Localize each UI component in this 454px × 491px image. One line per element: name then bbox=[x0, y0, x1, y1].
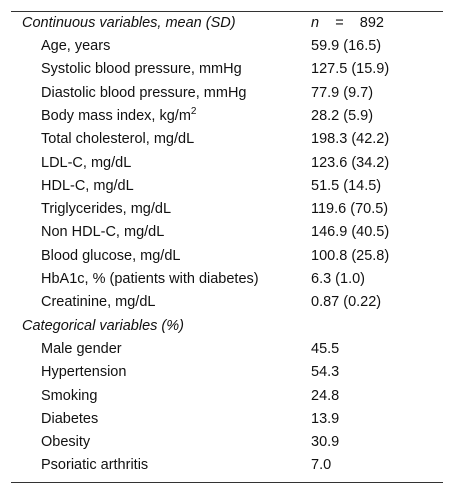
row-label-cell: Psoriatic arthritis bbox=[41, 454, 148, 477]
row-value: 119.6 (70.5) bbox=[311, 201, 389, 218]
row-value: 146.9 (40.5) bbox=[311, 224, 390, 241]
row-label: Diabetes bbox=[41, 410, 99, 427]
row-label: Age, years bbox=[41, 38, 111, 54]
table-row: Age, years 59.9 (16.5) bbox=[0, 35, 454, 58]
row-label-cell: Body mass index, kg/m2 bbox=[41, 105, 196, 128]
row-value: 51.5 (14.5) bbox=[311, 177, 382, 194]
row-label: Total cholesterol, mg/dL bbox=[41, 131, 195, 148]
row-label-cell: Systolic blood pressure, mmHg bbox=[41, 58, 242, 81]
header-row: Continuous variables, mean (SD) n = 892 bbox=[0, 12, 454, 35]
section-label: Categorical variables (%) bbox=[22, 317, 184, 334]
table-row: Diabetes 13.9 bbox=[0, 408, 454, 431]
row-label: Diastolic blood pressure, mmHg bbox=[41, 84, 247, 101]
table-row: Psoriatic arthritis 7.0 bbox=[0, 454, 454, 477]
n-equals: = bbox=[335, 15, 344, 31]
header-label: Continuous variables, mean (SD) bbox=[22, 15, 236, 31]
row-label-cell: HbA1c, % (patients with diabetes) bbox=[41, 268, 259, 291]
row-label: Male gender bbox=[41, 340, 122, 357]
table-row: Male gender 45.5 bbox=[0, 338, 454, 361]
row-label-cell: Smoking bbox=[41, 385, 97, 408]
row-value: 127.5 (15.9) bbox=[311, 61, 390, 78]
table-row: Creatinine, mg/dL 0.87 (0.22) bbox=[0, 291, 454, 314]
superscript: 2 bbox=[190, 105, 197, 117]
row-label-cell: Blood glucose, mg/dL bbox=[41, 245, 180, 268]
row-label: Blood glucose, mg/dL bbox=[41, 247, 181, 264]
row-label: Psoriatic arthritis bbox=[41, 457, 149, 474]
row-label: HbA1c, % (patients with diabetes) bbox=[41, 271, 259, 287]
table-row: Total cholesterol, mg/dL 198.3 (42.2) bbox=[0, 128, 454, 151]
table-row: Obesity 30.9 bbox=[0, 431, 454, 454]
row-label: Body mass index, kg/m bbox=[41, 107, 191, 124]
n-value: 892 bbox=[359, 15, 384, 31]
row-label-cell: Diastolic blood pressure, mmHg bbox=[41, 82, 247, 105]
table-row: Smoking 24.8 bbox=[0, 385, 454, 408]
row-label-cell: Age, years bbox=[41, 35, 110, 58]
row-label: HDL-C, mg/dL bbox=[41, 177, 134, 194]
header-n: n = 892 bbox=[311, 12, 384, 35]
row-value: 13.9 bbox=[311, 410, 340, 427]
row-label-cell: HDL-C, mg/dL bbox=[41, 175, 134, 198]
row-label-cell: Hypertension bbox=[41, 361, 126, 384]
table-row: Non HDL-C, mg/dL 146.9 (40.5) bbox=[0, 221, 454, 244]
table-row: HbA1c, % (patients with diabetes) 6.3 (1.… bbox=[0, 268, 454, 291]
row-label-cell: Total cholesterol, mg/dL bbox=[41, 128, 194, 151]
row-value: 24.8 bbox=[311, 387, 340, 404]
row-value: 77.9 (9.7) bbox=[311, 84, 374, 101]
row-value: 100.8 (25.8) bbox=[311, 247, 390, 264]
row-value: 7.0 bbox=[311, 457, 332, 474]
row-value: 28.2 (5.9) bbox=[311, 107, 374, 124]
row-label: LDL-C, mg/dL bbox=[41, 154, 132, 171]
row-label-cell: Creatinine, mg/dL bbox=[41, 291, 155, 314]
table-row: Systolic blood pressure, mmHg 127.5 (15.9… bbox=[0, 58, 454, 81]
table-row: Diastolic blood pressure, mmHg 77.9 (9.7) bbox=[0, 82, 454, 105]
top-rule bbox=[11, 11, 443, 12]
row-label: Smoking bbox=[41, 387, 98, 404]
row-label: Triglycerides, mg/dL bbox=[41, 201, 172, 218]
row-label-cell: Non HDL-C, mg/dL bbox=[41, 221, 164, 244]
row-value: 45.5 bbox=[311, 340, 340, 357]
row-value: 6.3 (1.0) bbox=[311, 271, 365, 287]
row-label-cell: Male gender bbox=[41, 338, 122, 361]
row-value: 59.9 (16.5) bbox=[311, 38, 382, 54]
row-value: 30.9 bbox=[311, 434, 340, 451]
row-value: 198.3 (42.2) bbox=[311, 131, 390, 148]
table-row: Body mass index, kg/m2 28.2 (5.9) bbox=[0, 105, 454, 128]
table-row: HDL-C, mg/dL 51.5 (14.5) bbox=[0, 175, 454, 198]
table-row: Hypertension 54.3 bbox=[0, 361, 454, 384]
row-label-cell: Obesity bbox=[41, 431, 90, 454]
row-label: Systolic blood pressure, mmHg bbox=[41, 61, 242, 78]
section-row: Categorical variables (%) bbox=[0, 315, 454, 338]
table-row: Triglycerides, mg/dL 119.6 (70.5) bbox=[0, 198, 454, 221]
row-value: 54.3 bbox=[311, 364, 340, 381]
row-label: Creatinine, mg/dL bbox=[41, 294, 156, 311]
bottom-rule bbox=[11, 482, 443, 483]
row-label-cell: Diabetes bbox=[41, 408, 98, 431]
row-value: 0.87 (0.22) bbox=[311, 294, 382, 311]
row-label: Non HDL-C, mg/dL bbox=[41, 224, 165, 241]
row-label-cell: Triglycerides, mg/dL bbox=[41, 198, 171, 221]
table-row: LDL-C, mg/dL 123.6 (34.2) bbox=[0, 152, 454, 175]
n-symbol: n bbox=[311, 15, 320, 31]
row-value: 123.6 (34.2) bbox=[311, 154, 390, 171]
row-label: Obesity bbox=[41, 434, 91, 451]
row-label: Hypertension bbox=[41, 364, 127, 381]
row-label-cell: LDL-C, mg/dL bbox=[41, 152, 131, 175]
table-row: Blood glucose, mg/dL 100.8 (25.8) bbox=[0, 245, 454, 268]
